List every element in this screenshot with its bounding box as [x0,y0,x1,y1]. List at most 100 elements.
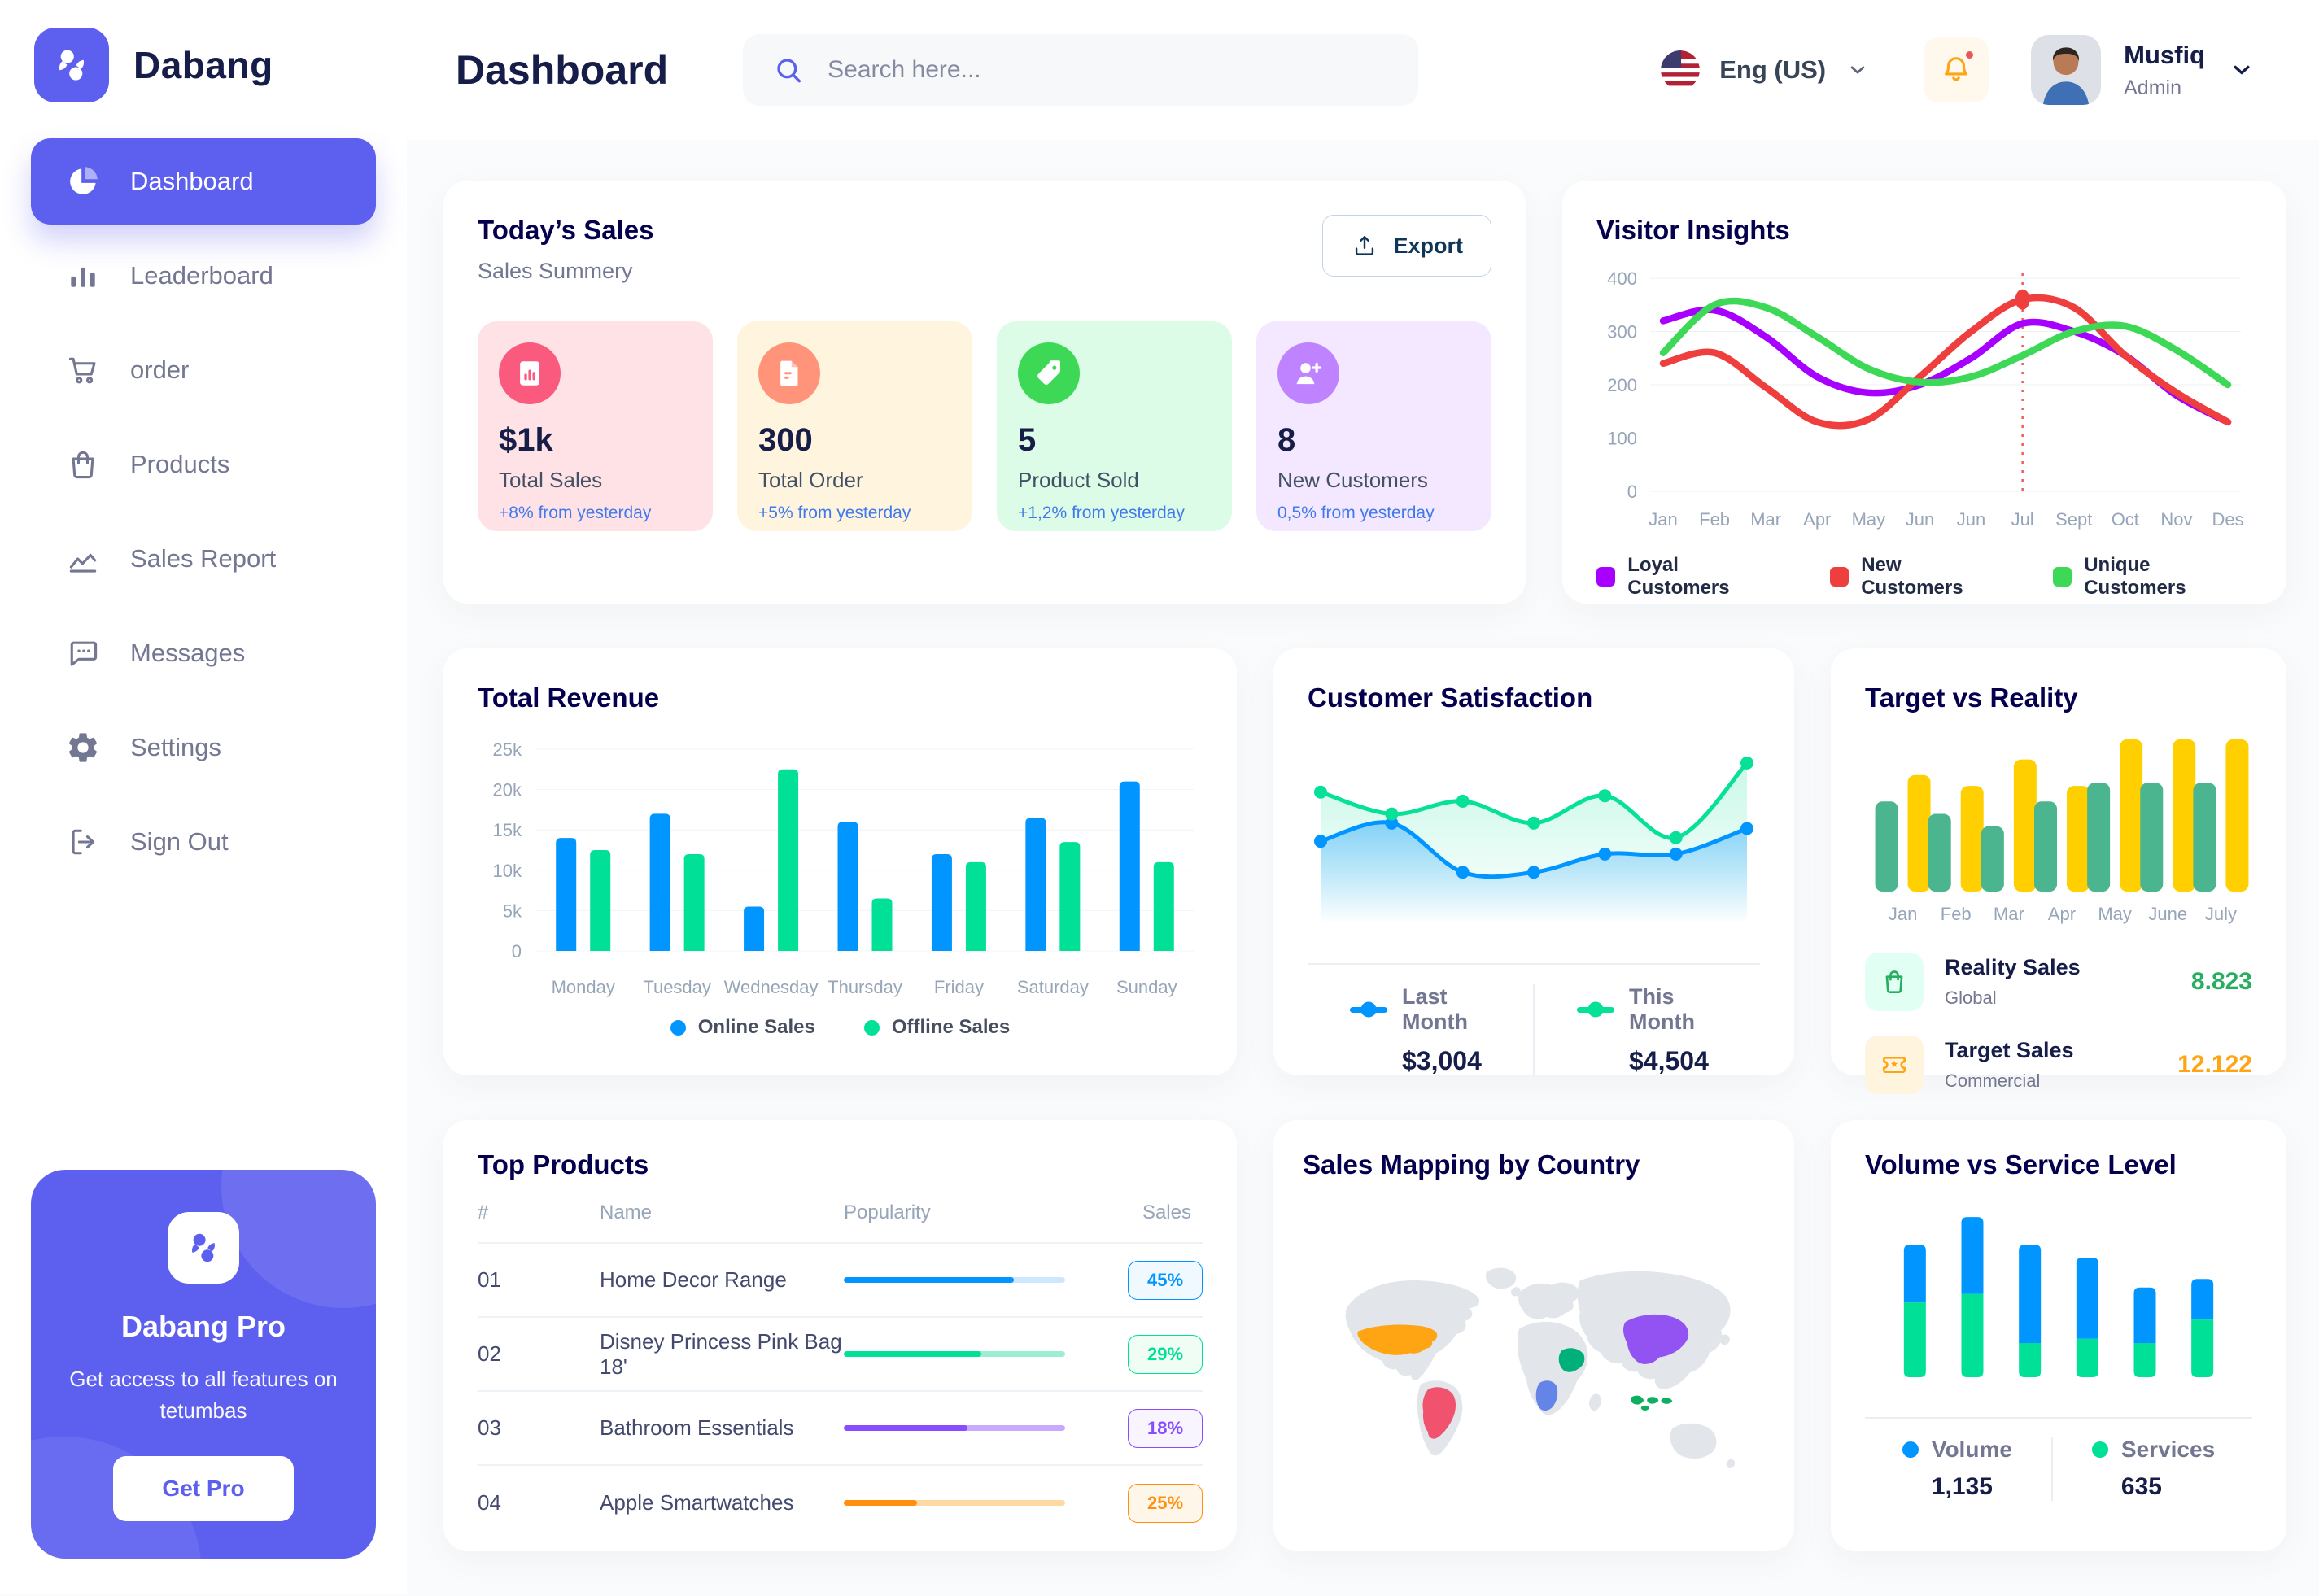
svg-text:June: June [2148,904,2187,924]
sidebar-item-products[interactable]: Products [31,421,376,508]
sidebar: Dabang Dashboard Leaderboard order Products… [0,0,407,1594]
legend-target-sales: Target Sales Commercial 12.122 [1865,1036,2252,1094]
svg-text:Tuesday: Tuesday [643,977,711,997]
stat-card-new-customers: 8 New Customers 0,5% from yesterday [1256,321,1491,531]
page-title: Dashboard [456,47,669,93]
bar-chart-icon [65,258,101,294]
search-box[interactable] [743,34,1419,106]
country-china [1622,1314,1689,1364]
stat-delta: +8% from yesterday [499,504,652,522]
pro-logo-icon [168,1212,239,1284]
sidebar-item-sales-report[interactable]: Sales Report [31,516,376,602]
product-rank: 01 [478,1267,501,1292]
svg-text:Des: Des [2212,509,2243,530]
sidebar-item-settings[interactable]: Settings [31,704,376,791]
customer-satisfaction-chart [1314,756,1753,923]
stat-value: 300 [758,422,813,458]
svg-text:100: 100 [1607,429,1637,449]
stat-cards: $1k Total Sales +8% from yesterday 300 Total… [478,321,1491,531]
target-vs-reality-chart: Jan Feb Mar Apr May June July [1875,739,2249,924]
product-rank: 02 [478,1341,501,1366]
svg-text:Wednesday: Wednesday [724,977,819,997]
language-selector[interactable]: Eng (US) [1661,50,1870,89]
svg-text:May: May [2098,904,2132,924]
profile-menu[interactable]: Musfiq Admin [2031,35,2256,105]
search-icon [772,54,805,86]
legend-online-sales: Online Sales [670,1016,815,1039]
pie-chart-icon [65,164,101,199]
sidebar-item-label: Products [130,450,230,478]
stat-value: 8 [1277,422,1296,458]
svg-text:Monday: Monday [552,977,615,997]
legend-new-customers: New Customers [1829,554,2004,600]
notifications-button[interactable] [1924,37,1989,102]
legend-services: Services 635 [2050,1437,2254,1501]
svg-text:Mar: Mar [1994,904,2024,924]
country-dr-congo [1535,1380,1558,1411]
ticket-icon [1865,1036,1924,1094]
legend-offline-sales: Offline Sales [863,1016,1010,1039]
user-name: Musfiq [2124,40,2205,69]
sidebar-item-label: Messages [130,639,246,667]
target-vs-reality-title: Target vs Reality [1865,682,2078,713]
shopping-bag-icon [1865,953,1924,1011]
product-name: Home Decor Range [600,1267,787,1292]
sidebar-item-label: Leaderboard [130,261,273,290]
visitor-insights-legend: Loyal Customers New Customers Unique Custo… [1596,554,2252,600]
svg-text:200: 200 [1607,375,1637,395]
legend-last-month: Last Month $3,004 [1308,984,1533,1076]
sidebar-item-label: Sign Out [130,827,229,856]
stat-delta: +1,2% from yesterday [1018,504,1185,522]
today-sales-title: Today’s Sales [478,215,654,245]
pro-title: Dabang Pro [120,1310,286,1343]
target-vs-reality-legend: Reality Sales Global 8.823 Target Sales Comm… [1865,953,2252,1094]
product-rank: 04 [478,1490,501,1515]
svg-text:Jul: Jul [2011,509,2034,530]
total-revenue-card: Total Revenue 0 5k 10k 15k 20k 25k Monday Tuesd… [443,648,1237,1075]
svg-text:Apr: Apr [1803,509,1831,530]
legend-volume: Volume 1,135 [1863,1437,2051,1501]
sidebar-item-sign-out[interactable]: Sign Out [31,799,376,885]
visitor-insights-card: Visitor Insights 0 100 200 300 400 Jan Feb Mar A… [1562,181,2286,604]
receipt-icon [758,342,820,404]
bar-chart-card-icon [499,342,561,404]
search-input[interactable] [826,55,1390,85]
sales-badge: 45% [1128,1260,1203,1300]
get-pro-button[interactable]: Get Pro [113,1456,294,1521]
pro-text: Get access to all features on tetumbas [69,1367,338,1423]
stat-label: New Customers [1277,468,1428,492]
svg-text:Jun: Jun [1957,509,1985,530]
svg-text:Jan: Jan [1889,904,1917,924]
us-flag-icon [1661,50,1701,89]
total-revenue-legend: Online Sales Offline Sales [478,1016,1203,1039]
bell-icon [1939,53,1973,87]
svg-text:Nov: Nov [2160,509,2192,530]
country-usa [1357,1324,1438,1355]
svg-text:0: 0 [512,941,522,962]
sidebar-item-dashboard[interactable]: Dashboard [31,138,376,225]
customer-satisfaction-title: Customer Satisfaction [1308,682,1593,713]
target-vs-reality-card: Target vs Reality Jan Feb Mar Apr May June Jul… [1831,648,2286,1094]
popularity-bar [844,1425,1065,1431]
product-name: Apple Smartwatches [600,1490,794,1515]
cart-icon [65,352,101,388]
gear-icon [65,730,101,765]
export-icon [1351,232,1378,259]
sidebar-item-messages[interactable]: Messages [31,610,376,696]
sidebar-item-leaderboard[interactable]: Leaderboard [31,233,376,319]
main: Dashboard Eng (US) Musfiq Admin [407,0,2319,1596]
export-button[interactable]: Export [1322,215,1491,277]
sidebar-item-order[interactable]: order [31,327,376,413]
stat-delta: 0,5% from yesterday [1277,504,1435,522]
sales-map-title: Sales Mapping by Country [1303,1149,1640,1180]
pro-card: Dabang Pro Get access to all features on… [31,1170,376,1559]
sales-badge: 29% [1128,1334,1203,1374]
content: Today’s Sales Sales Summery Export $1k To… [407,140,2319,1596]
legend-reality-sales: Reality Sales Global 8.823 [1865,953,2252,1011]
today-sales-card: Today’s Sales Sales Summery Export $1k To… [443,181,1526,604]
sidebar-item-label: Sales Report [130,544,277,573]
stat-card-product-sold: 5 Product Sold +1,2% from yesterday [997,321,1232,531]
volume-service-legend: Volume 1,135 Services 635 [1865,1437,2252,1501]
svg-text:July: July [2205,904,2237,924]
table-row-apple-smartwatches: 04 Apple Smartwatches 25% [478,1466,1203,1540]
